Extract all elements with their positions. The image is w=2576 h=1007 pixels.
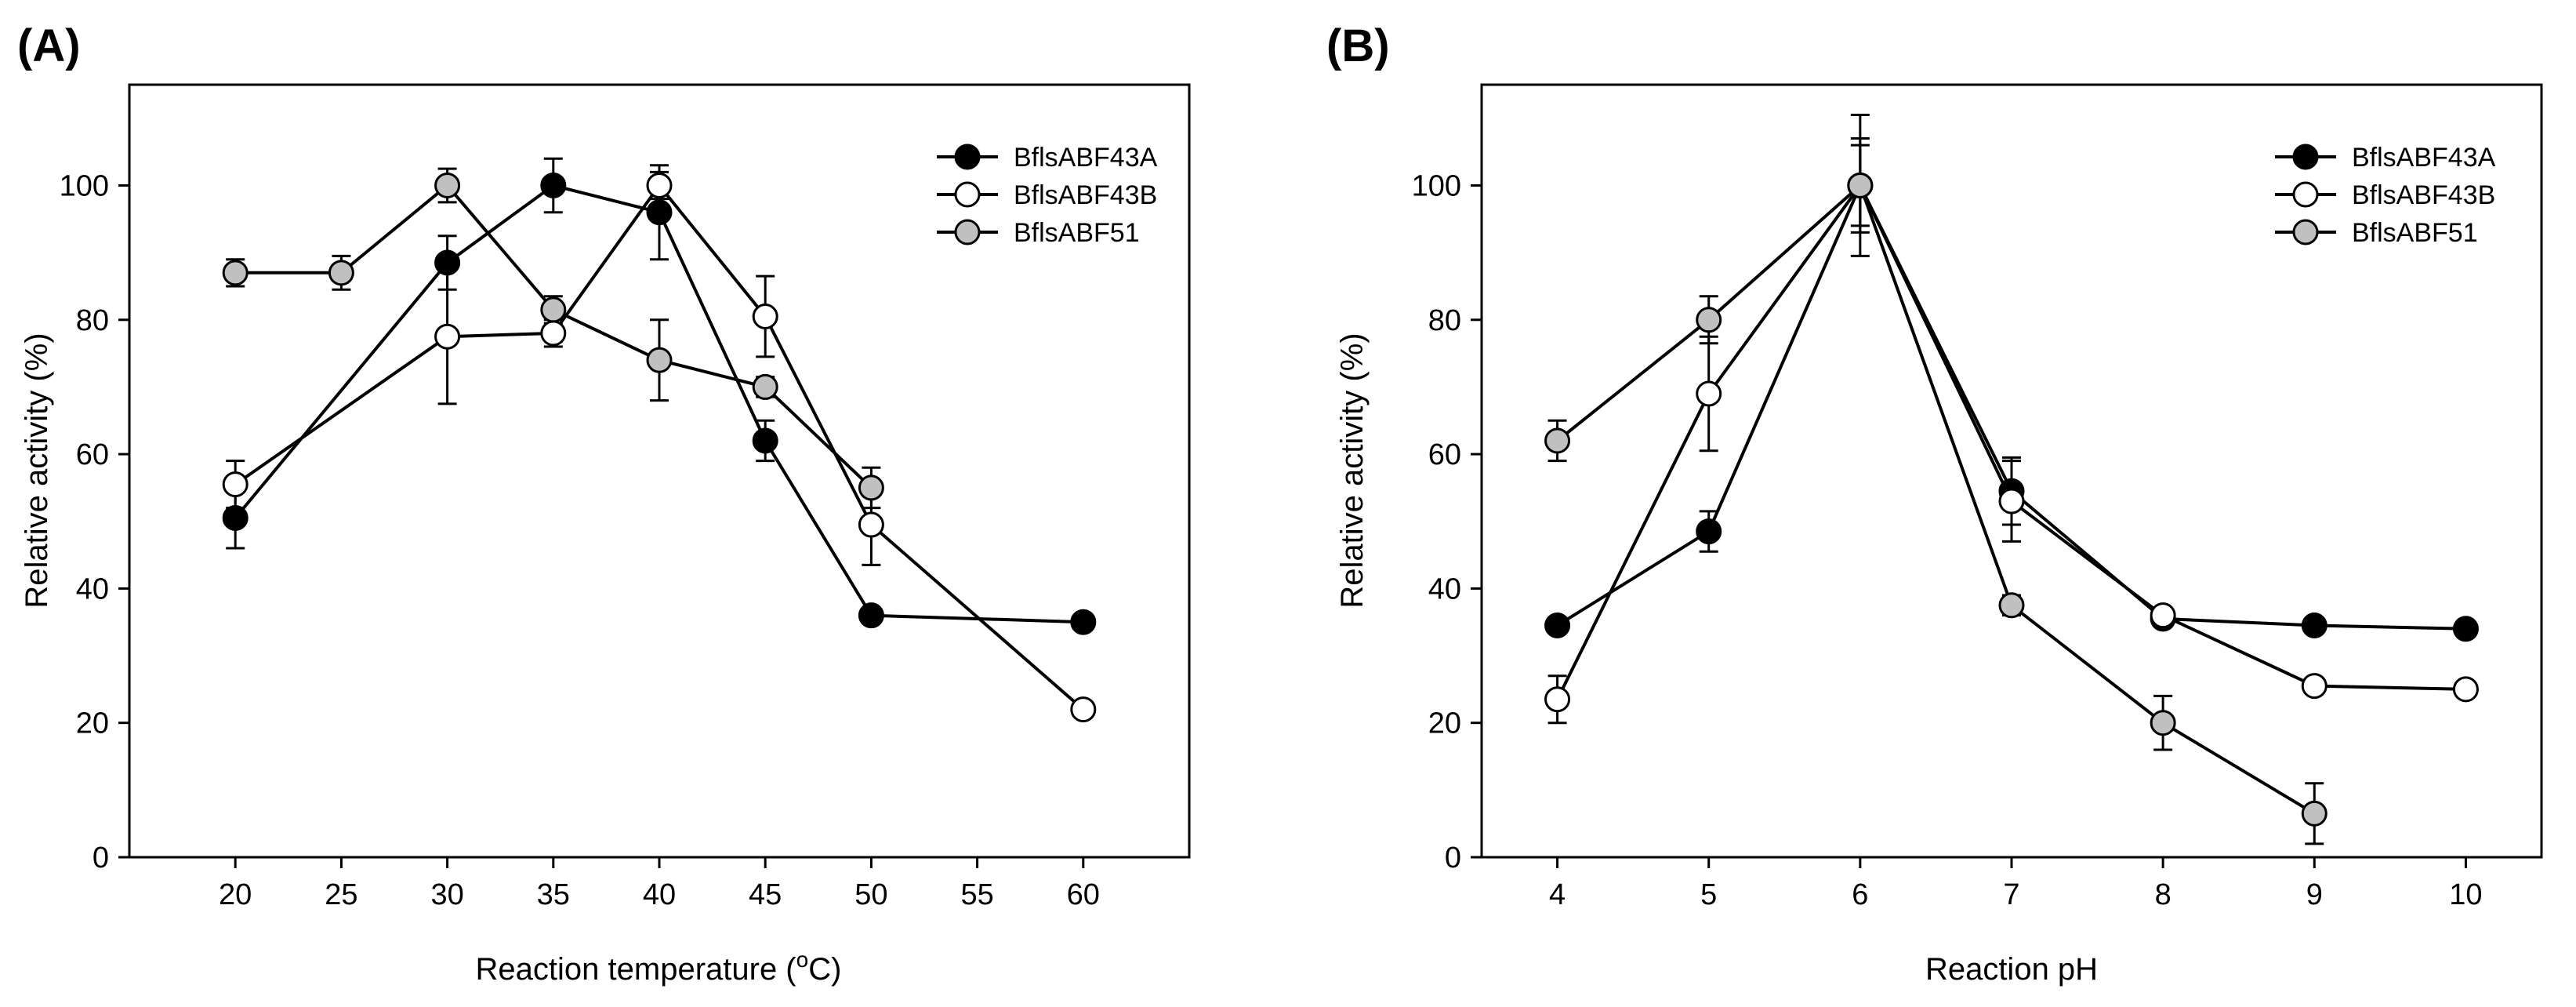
y-tick-label: 20 — [1428, 707, 1461, 740]
legend-marker — [2292, 219, 2319, 245]
data-point-BflsABF43B — [2301, 673, 2327, 700]
legend-label: BflsABF43B — [2352, 180, 2495, 210]
panel-a: (A) 20 25 30 35 40 45 50 55 60 0 20 40 60 80 100 React… — [17, 20, 1191, 987]
data-point-BflsABF51 — [222, 260, 249, 286]
data-point-BflsABF51 — [1696, 307, 1722, 333]
data-point-BflsABF43B — [1998, 488, 2025, 514]
legend-label: BflsABF43B — [1014, 180, 1157, 210]
y-tick-label: 100 — [60, 169, 109, 202]
x-tick-label: 35 — [537, 878, 570, 911]
panel-b-x-axis-title: Reaction pH — [1925, 952, 2098, 987]
y-tick-label: 80 — [1428, 304, 1461, 337]
data-point-BflsABF51 — [540, 296, 567, 323]
x-tick-label: 50 — [854, 878, 887, 911]
panel-b-label: (B) — [1326, 20, 1390, 71]
series-line-BflsABF43A — [1556, 181, 2466, 631]
legend-label: BflsABF51 — [1014, 218, 1140, 248]
data-point-BflsABF43A — [1070, 609, 1097, 635]
data-point-BflsABF43B — [434, 323, 461, 350]
x-tick-label: 45 — [749, 878, 782, 911]
y-tick-label: 60 — [1428, 438, 1461, 471]
data-point-BflsABF51 — [2301, 800, 2327, 827]
y-tick-label: 40 — [1428, 573, 1461, 605]
series-line-BflsABF51 — [1556, 183, 2316, 816]
panel-a-y-axis-title: Relative activity (%) — [20, 333, 54, 608]
data-point-BflsABF43A — [222, 504, 249, 531]
panel-a-lines — [234, 183, 1085, 711]
legend-label: BflsABF43A — [2352, 143, 2496, 173]
data-point-BflsABF51 — [434, 172, 461, 198]
data-point-BflsABF43A — [434, 249, 461, 276]
legend-marker — [2292, 144, 2319, 170]
panel-b-legend: BflsABF43A BflsABF43B BflsABF51 — [2275, 143, 2496, 248]
data-point-BflsABF51 — [1544, 427, 1571, 454]
data-point-BflsABF51 — [2150, 710, 2176, 736]
panel-b-markers — [1544, 172, 2479, 827]
data-point-BflsABF51 — [328, 260, 354, 286]
y-tick-label: 20 — [76, 707, 109, 740]
x-tick-label: 20 — [219, 878, 252, 911]
panel-a-x-axis-title: Reaction temperature (oC) — [476, 947, 842, 987]
x-tick-label: 55 — [960, 878, 993, 911]
data-point-BflsABF43B — [646, 172, 673, 198]
data-point-BflsABF43B — [858, 511, 884, 538]
y-tick-label: 60 — [76, 438, 109, 471]
x-tick-label: 9 — [2306, 878, 2323, 911]
series-line-BflsABF43B — [1555, 182, 2466, 700]
y-tick-label: 80 — [76, 304, 109, 337]
legend-marker — [954, 144, 981, 170]
x-tick-label: 8 — [2155, 878, 2171, 911]
data-point-BflsABF43B — [222, 471, 249, 498]
series-line-BflsABF43B — [234, 183, 1085, 711]
legend-label: BflsABF43A — [1014, 143, 1158, 173]
panel-a-markers — [222, 172, 1097, 723]
data-point-BflsABF43B — [752, 304, 778, 329]
legend-marker — [954, 219, 981, 245]
x-tick-label: 30 — [430, 878, 463, 911]
y-tick-label: 40 — [76, 573, 109, 605]
x-tick-label: 40 — [643, 878, 676, 911]
data-point-BflsABF43B — [2150, 602, 2176, 629]
panel-b-y-axis-title: Relative activity (%) — [1335, 333, 1370, 608]
data-point-BflsABF43A — [2301, 613, 2327, 638]
data-point-BflsABF43A — [858, 602, 884, 629]
panel-a-ticks: 20 25 30 35 40 45 50 55 60 0 20 40 60 80 100 — [60, 169, 1100, 911]
y-tick-label: 100 — [1412, 169, 1461, 202]
data-point-BflsABF51 — [1847, 172, 1874, 198]
data-point-BflsABF43A — [540, 172, 567, 198]
data-point-BflsABF51 — [1998, 592, 2025, 619]
data-point-BflsABF43A — [752, 427, 778, 454]
x-tick-label: 10 — [2449, 878, 2482, 911]
panel-a-legend: BflsABF43A BflsABF43B BflsABF51 — [937, 143, 1158, 248]
legend-marker — [954, 181, 981, 208]
x-tick-label: 6 — [1852, 878, 1868, 911]
panel-a-label: (A) — [17, 20, 81, 71]
data-point-BflsABF43B — [1696, 380, 1722, 407]
y-tick-label: 0 — [1445, 842, 1461, 874]
x-tick-label: 5 — [1700, 878, 1717, 911]
data-point-BflsABF43A — [2452, 616, 2479, 642]
data-point-BflsABF43A — [1544, 613, 1571, 638]
data-point-BflsABF43B — [2452, 676, 2479, 703]
data-point-BflsABF51 — [646, 347, 673, 373]
x-tick-label: 25 — [325, 878, 357, 911]
x-tick-label: 7 — [2003, 878, 2019, 911]
data-point-BflsABF43B — [540, 320, 567, 347]
x-tick-label: 4 — [1549, 878, 1566, 911]
legend-marker — [2292, 181, 2319, 208]
legend-label: BflsABF51 — [2352, 218, 2478, 248]
y-tick-label: 0 — [93, 842, 109, 874]
data-point-BflsABF51 — [858, 474, 884, 501]
data-point-BflsABF51 — [752, 373, 778, 400]
x-tick-label: 60 — [1067, 878, 1100, 911]
data-point-BflsABF43A — [646, 199, 673, 226]
data-point-BflsABF43B — [1544, 686, 1571, 713]
data-point-BflsABF43B — [1070, 696, 1097, 723]
data-point-BflsABF43A — [1696, 518, 1722, 545]
